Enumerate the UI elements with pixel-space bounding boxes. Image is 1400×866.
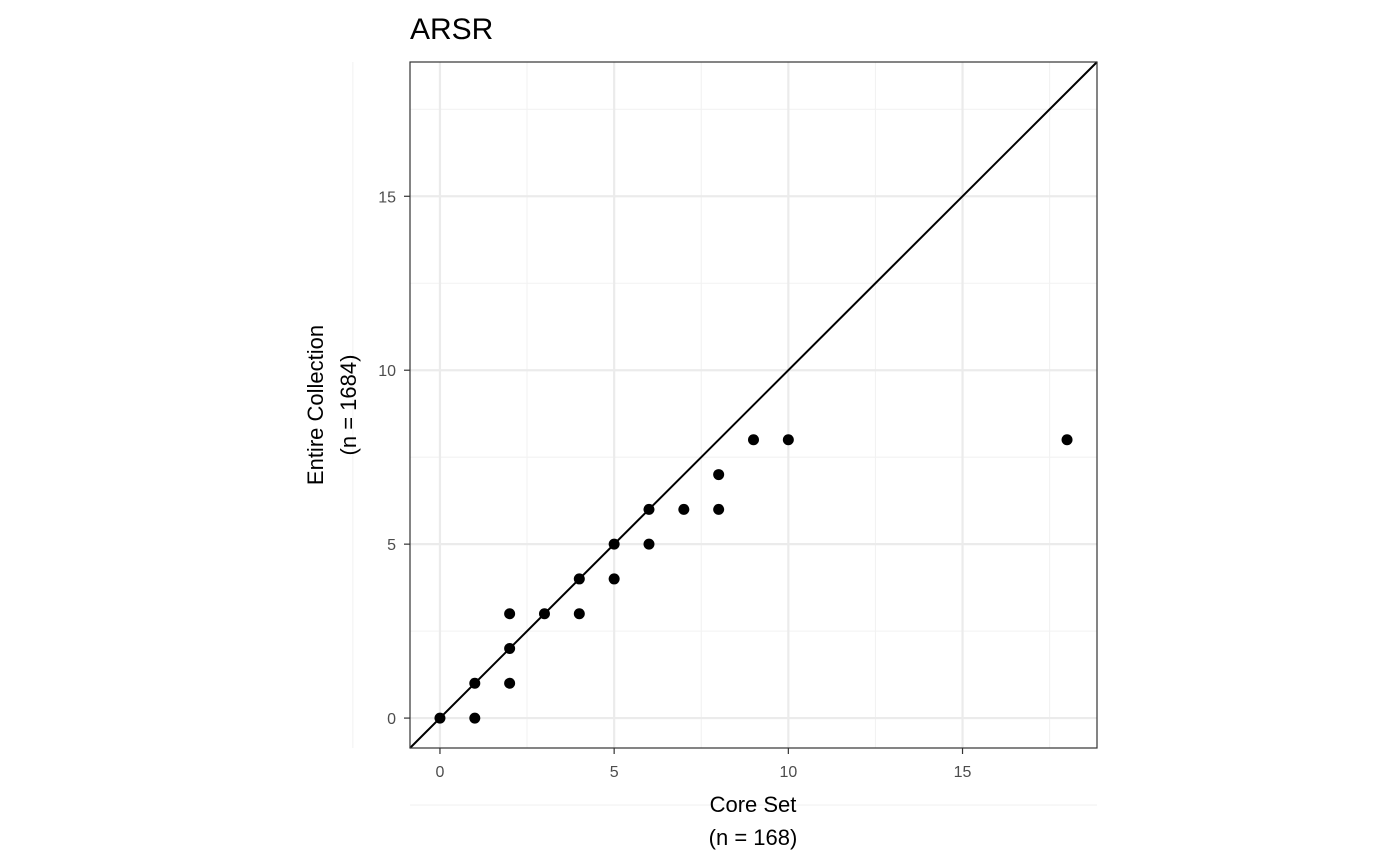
grid-minor: [352, 62, 1097, 806]
data-point-7: [573, 608, 585, 620]
x-axis-title-line1: Core Set: [710, 792, 797, 817]
x-tick-label-2: 10: [779, 764, 797, 781]
data-point-13: [678, 503, 690, 515]
data-point-9: [608, 573, 620, 585]
y-tick-label-3: 15: [378, 189, 396, 206]
data-point-2: [469, 677, 481, 689]
data-point-6: [538, 608, 550, 620]
data-point-16: [748, 434, 759, 446]
data-point-15: [713, 469, 725, 481]
data-point-4: [504, 643, 516, 655]
y-tick-label-0: 0: [387, 711, 396, 728]
data-points: [434, 434, 1073, 724]
x-axis-ticks: 0 5 10 15: [436, 748, 972, 781]
x-tick-label-0: 0: [436, 764, 445, 781]
data-point-17: [782, 434, 794, 446]
y-axis-title-line2: (n = 1684): [336, 355, 361, 456]
x-axis-title-line2: (n = 168): [709, 825, 798, 850]
y-axis-ticks: 0 5 10 15: [378, 189, 410, 728]
y-tick-label-2: 10: [378, 363, 396, 380]
data-point-10: [608, 538, 620, 550]
data-point-18: [1061, 434, 1073, 446]
data-point-14: [713, 503, 725, 515]
panel-border: [409, 61, 1098, 749]
y-axis-title-line1: Entire Collection: [303, 325, 328, 485]
data-point-1: [469, 712, 481, 724]
x-tick-label-1: 5: [610, 764, 619, 781]
data-point-8: [573, 573, 585, 585]
y-tick-label-1: 5: [387, 537, 396, 554]
data-point-0: [434, 712, 446, 724]
x-tick-label-3: 15: [954, 764, 972, 781]
data-point-11: [643, 538, 655, 550]
data-point-12: [643, 503, 655, 515]
identity-reference-line: [409, 61, 1098, 749]
chart-title: ARSR: [410, 13, 493, 46]
data-point-3: [504, 677, 516, 689]
grid-major: [410, 62, 1097, 748]
data-point-5: [504, 608, 516, 620]
